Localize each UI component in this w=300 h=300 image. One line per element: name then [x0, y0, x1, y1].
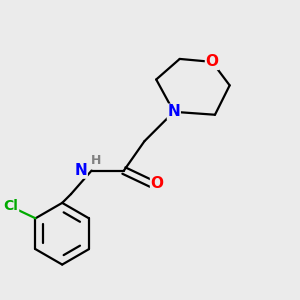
Text: N: N — [167, 104, 180, 119]
Text: N: N — [74, 163, 87, 178]
Text: H: H — [91, 154, 101, 167]
Text: O: O — [206, 54, 218, 69]
Text: Cl: Cl — [4, 199, 19, 213]
Text: O: O — [151, 176, 164, 191]
